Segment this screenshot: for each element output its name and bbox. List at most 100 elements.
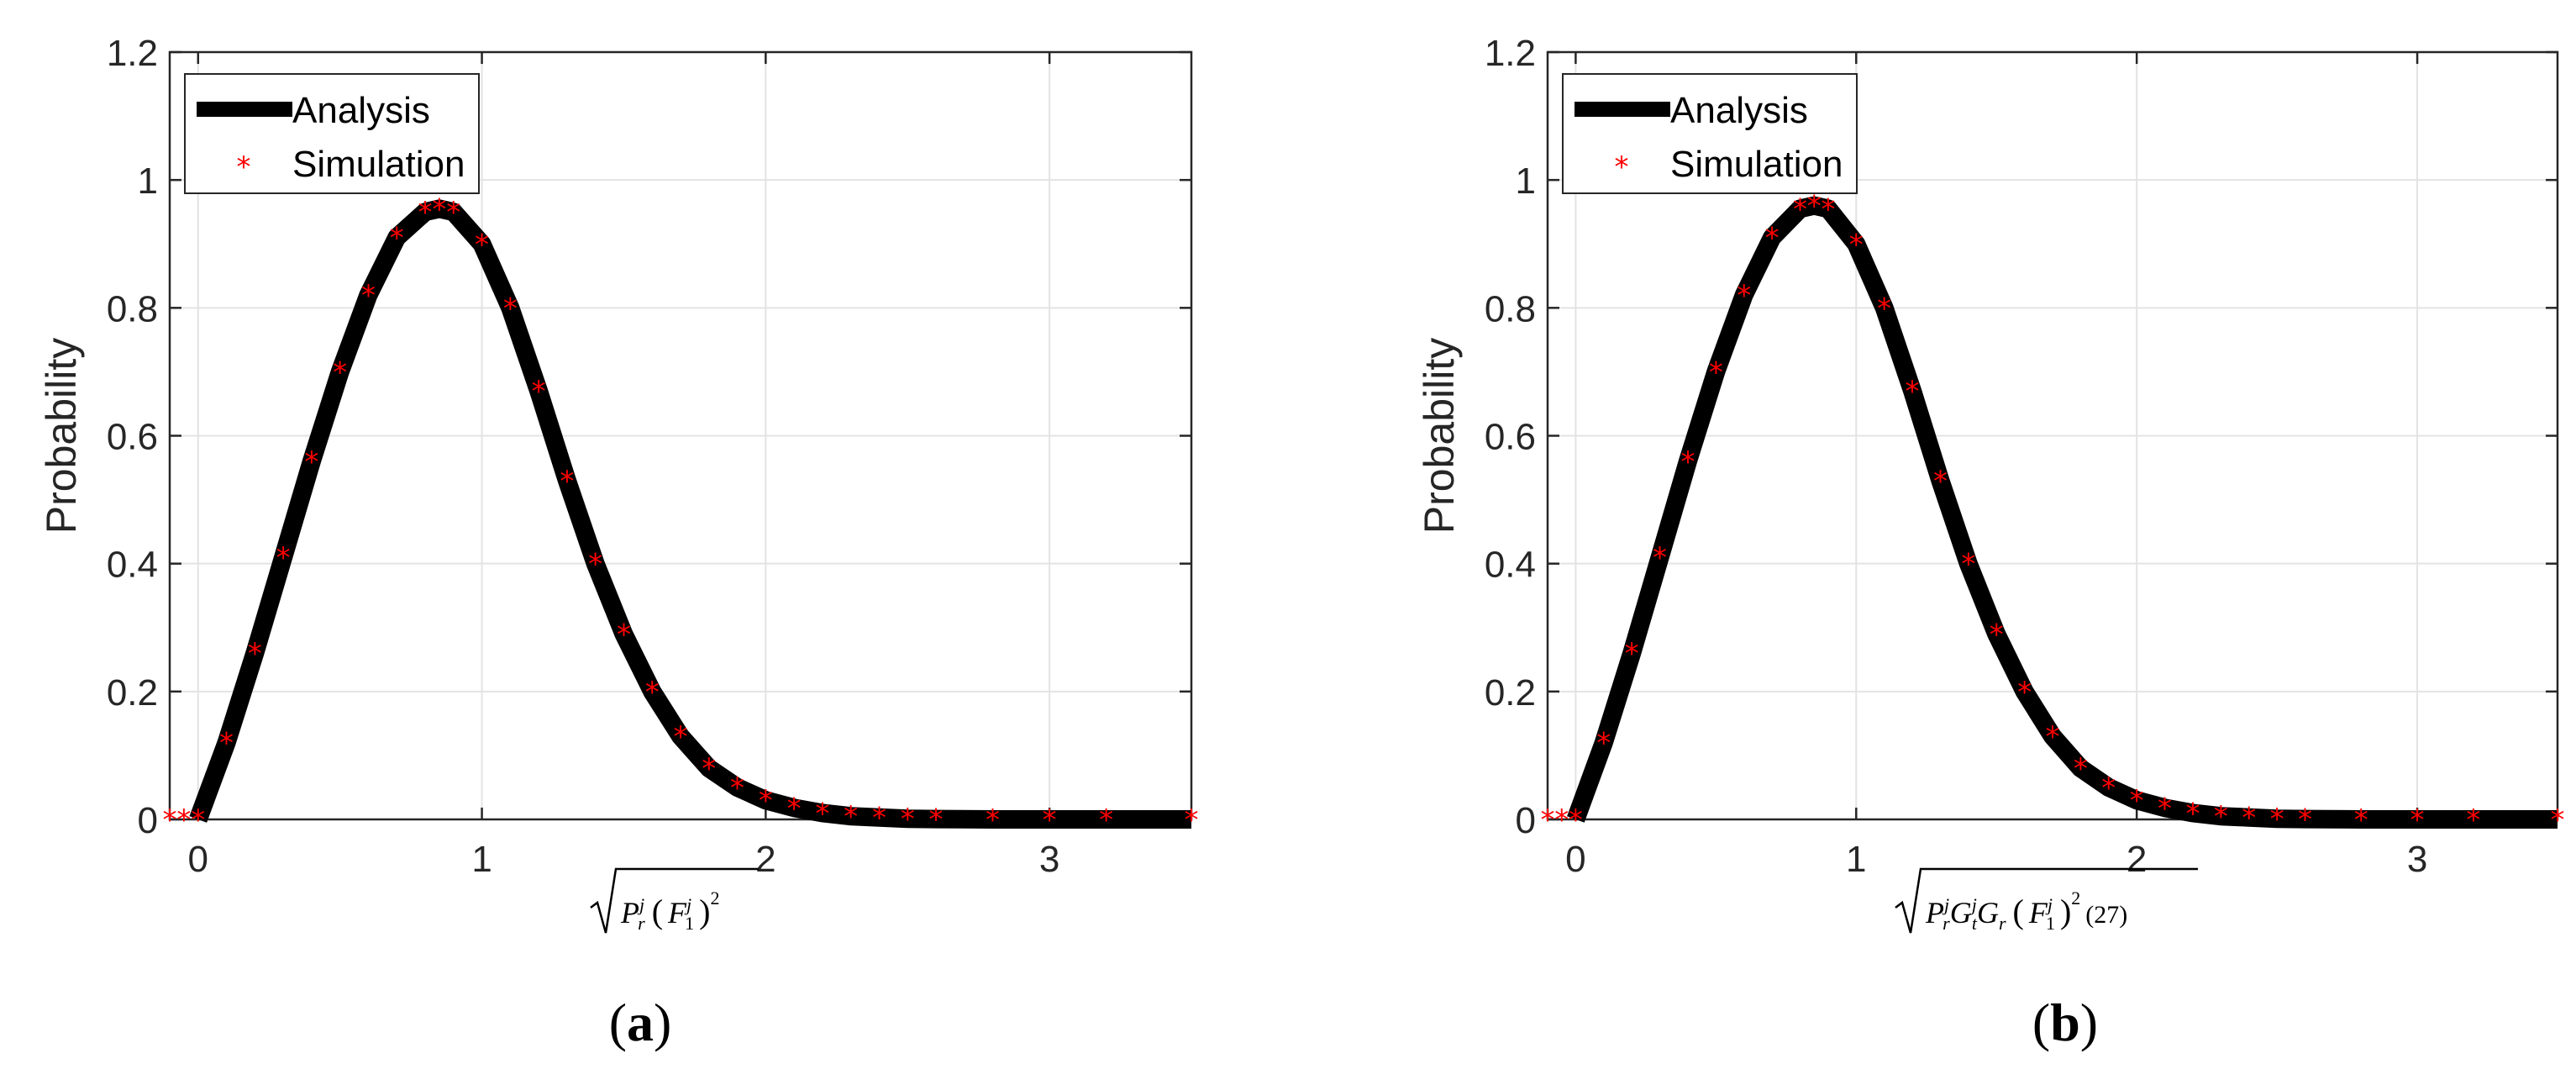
- simulation-point: *: [446, 196, 460, 229]
- simulation-point: *: [2551, 803, 2565, 837]
- simulation-point: *: [1793, 192, 1807, 226]
- y-tick-label: 0: [138, 800, 158, 841]
- simulation-point: *: [1185, 803, 1199, 837]
- simulation-point: *: [304, 445, 318, 479]
- simulation-point: *: [929, 803, 944, 837]
- simulation-point: *: [560, 465, 574, 498]
- simulation-point: *: [1807, 190, 1822, 224]
- simulation-point: *: [191, 803, 205, 837]
- simulation-point: *: [588, 548, 602, 582]
- y-axis-title: Probability: [38, 338, 85, 534]
- x-tick-label: 3: [1039, 839, 1059, 880]
- legend: Analysis * Simulation: [1562, 73, 1858, 194]
- simulation-point: *: [432, 192, 446, 226]
- x-tick-label: 0: [1565, 839, 1585, 880]
- y-tick-label: 0.6: [1485, 417, 1536, 458]
- simulation-point: *: [2046, 720, 2060, 754]
- simulation-point: *: [759, 784, 773, 818]
- y-tick-label: 1: [1516, 161, 1536, 202]
- simulation-point: *: [1569, 803, 1583, 837]
- y-tick-label: 1: [138, 161, 158, 202]
- x-axis-title: Pj rGj tGr(Fj 1)2(27): [1895, 867, 2198, 934]
- y-axis-title: Probability: [1416, 338, 1463, 534]
- simulation-point: *: [2074, 752, 2088, 786]
- simulation-point: *: [844, 800, 858, 834]
- legend-analysis-label: Analysis: [1670, 90, 1808, 131]
- simulation-point: *: [2270, 803, 2284, 836]
- y-tick-label: 0.2: [107, 672, 158, 714]
- x-axis-expression: Pj rGj tGr(Fj 1)2(27): [1925, 887, 2127, 934]
- simulation-point: *: [872, 802, 886, 835]
- simulation-point: *: [1653, 541, 1667, 575]
- y-tick-label: 0.8: [1485, 288, 1536, 329]
- simulation-point: *: [2214, 800, 2228, 834]
- simulation-point: *: [532, 375, 546, 408]
- simulation-point: *: [617, 618, 631, 651]
- y-tick-label: 0.8: [107, 288, 158, 329]
- simulation-point: *: [2017, 676, 2032, 709]
- simulation-point: *: [2354, 803, 2368, 837]
- simulation-point: *: [1680, 445, 1695, 479]
- simulation-point: *: [1737, 279, 1751, 313]
- legend-simulation-marker: *: [1615, 150, 1629, 184]
- simulation-point: *: [2410, 803, 2425, 837]
- simulation-point: *: [2185, 797, 2200, 830]
- simulation-point: *: [1961, 548, 1975, 582]
- simulation-point: *: [1765, 222, 1780, 255]
- simulation-point: *: [702, 752, 716, 786]
- x-tick-label: 1: [471, 839, 492, 880]
- simulation-point: *: [1541, 803, 1555, 837]
- simulation-point: *: [333, 355, 347, 389]
- y-tick-label: 1.2: [107, 33, 158, 74]
- y-tick-label: 0: [1516, 800, 1536, 841]
- simulation-point: *: [1906, 375, 1920, 408]
- simulation-point: *: [1099, 803, 1113, 837]
- series-simulation: * * ********* * *********** * * * * * * * * * * *: [163, 192, 1199, 837]
- series-analysis-line: [189, 199, 1191, 829]
- simulation-point: *: [163, 803, 177, 837]
- simulation-point: *: [176, 803, 191, 837]
- simulation-point: *: [730, 771, 744, 805]
- series-analysis-line: [1567, 196, 2558, 829]
- simulation-point: *: [219, 727, 234, 761]
- legend-box: [1562, 73, 1858, 194]
- y-tick-label: 0.4: [1485, 545, 1536, 586]
- simulation-point: *: [1821, 192, 1835, 226]
- simulation-point: *: [248, 637, 262, 671]
- legend-simulation-marker: *: [237, 150, 251, 184]
- x-tick-label: 2: [755, 839, 775, 880]
- series-simulation: * * ********* * *********** * * * * * * * * * * *: [1541, 190, 2565, 837]
- simulation-point: *: [1709, 355, 1723, 389]
- y-tick-label: 0.4: [107, 545, 158, 586]
- y-tick-label: 0.2: [1485, 672, 1536, 714]
- sqrt-radical: [590, 867, 759, 934]
- simulation-point: *: [503, 292, 518, 325]
- simulation-point: *: [815, 797, 829, 830]
- simulation-point: *: [1877, 292, 1891, 325]
- x-tick-label: 0: [188, 839, 208, 880]
- simulation-point: *: [674, 720, 688, 754]
- simulation-point: *: [1933, 465, 1948, 498]
- simulation-point: *: [2158, 792, 2172, 825]
- x-tick-label: 2: [2127, 839, 2147, 880]
- simulation-point: *: [276, 541, 291, 575]
- simulation-point: *: [361, 279, 376, 313]
- simulation-point: *: [2242, 802, 2256, 835]
- simulation-point: *: [2101, 771, 2116, 805]
- sqrt-radical: [1895, 867, 2198, 934]
- simulation-point: *: [645, 676, 660, 709]
- legend: Analysis * Simulation: [184, 73, 480, 194]
- simulation-point: *: [475, 228, 489, 261]
- simulation-point: *: [1990, 618, 2004, 651]
- simulation-point: *: [901, 803, 915, 836]
- simulation-point: *: [390, 222, 404, 255]
- legend-simulation-label: Simulation: [1670, 144, 1843, 185]
- simulation-point: *: [2130, 784, 2144, 818]
- x-tick-label: 3: [2407, 839, 2427, 880]
- panel-label: (b): [2032, 993, 2098, 1052]
- x-axis-title: Pj r(Fj 1)2: [590, 867, 759, 934]
- legend-analysis-label: Analysis: [292, 90, 430, 131]
- simulation-point: *: [2298, 803, 2312, 837]
